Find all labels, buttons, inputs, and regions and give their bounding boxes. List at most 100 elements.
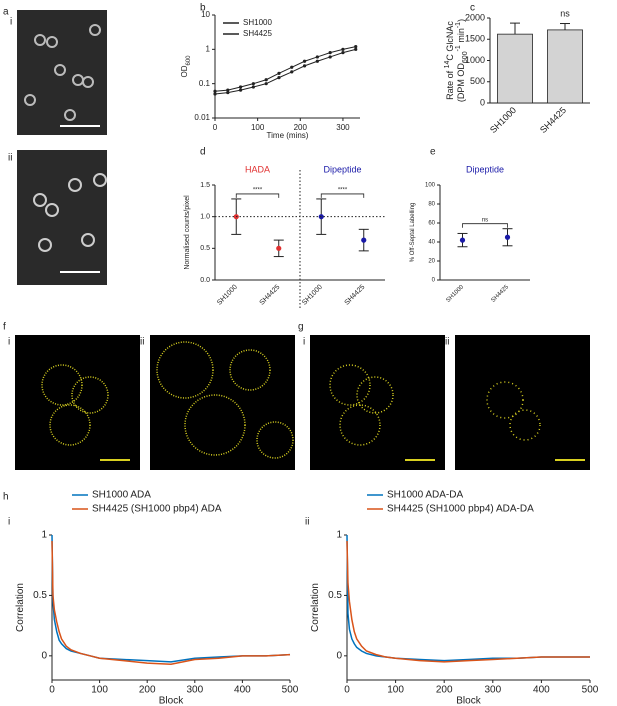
y-tick-label: 0.1 — [199, 79, 211, 88]
x-tick-label: 300 — [186, 685, 203, 696]
y-axis-label-part: 600 — [462, 51, 469, 63]
panel-label: i — [8, 337, 10, 348]
point — [361, 237, 367, 243]
x-tick-label: 200 — [294, 123, 308, 132]
y-axis-label-part: Rate of — [445, 68, 455, 100]
y-tick-label: 2000 — [465, 12, 485, 22]
x-tick-label: 100 — [91, 685, 108, 696]
micrograph-g-i — [310, 335, 445, 470]
series-line — [214, 48, 356, 95]
significance-bracket — [462, 223, 508, 228]
y-tick-label: 0 — [336, 650, 342, 661]
x-tick-label: 100 — [387, 685, 404, 696]
series-line — [346, 541, 590, 663]
point — [504, 234, 511, 240]
marker — [302, 59, 307, 63]
y-axis-label-part: 14 — [444, 60, 451, 68]
y-tick-label: 0 — [480, 97, 485, 107]
panel-label: d — [200, 147, 206, 158]
y-axis-label-part: OD — [180, 65, 189, 77]
x-tick-label: 300 — [336, 123, 350, 132]
y-tick-label: 60 — [428, 221, 435, 227]
y-tick-label: 0.5 — [200, 245, 210, 252]
group-label: HADA — [245, 164, 270, 174]
x-tick-label: 0 — [49, 685, 55, 696]
significance-label: **** — [338, 188, 348, 194]
marker — [226, 88, 230, 92]
y-tick-label: 1 — [206, 44, 211, 53]
x-axis-label: Time (mins) — [267, 131, 309, 140]
marker — [354, 47, 358, 51]
y-axis-label: Rate of 14C GlcNAc — [444, 21, 455, 100]
micrograph-f-ii — [150, 335, 295, 470]
x-axis-label: Block — [456, 696, 481, 706]
significance-bracket — [235, 193, 280, 198]
group-label: Dipeptide — [323, 164, 361, 174]
legend-label: SH4425 — [243, 29, 272, 38]
micrograph-g-ii — [455, 335, 590, 470]
x-tick-label: 200 — [436, 685, 453, 696]
y-tick-label: 40 — [428, 240, 435, 246]
error-bar — [560, 23, 570, 30]
error-bar — [510, 22, 520, 35]
point — [459, 237, 466, 243]
marker — [238, 85, 243, 89]
y-tick-label: 100 — [425, 183, 436, 189]
marker — [277, 76, 281, 80]
x-tick-label: SH1000 — [301, 284, 324, 307]
marker — [315, 55, 319, 59]
y-tick-label: 0.01 — [194, 113, 210, 122]
marker — [302, 64, 307, 68]
marker — [328, 51, 332, 55]
x-tick-label: SH1000 — [488, 105, 518, 135]
y-tick-label: 1000 — [465, 55, 485, 65]
y-axis-label-part: 600 — [186, 55, 192, 66]
series-line — [346, 534, 590, 662]
marker — [290, 70, 294, 74]
marker — [213, 89, 217, 93]
marker — [315, 59, 319, 63]
x-tick-label: 500 — [282, 685, 299, 696]
y-axis-label-part: ) — [456, 19, 466, 22]
legend-label: SH1000 ADA-DA — [387, 490, 463, 501]
x-tick-label: SH1000 — [445, 284, 465, 304]
y-axis-label-part: -1 — [455, 22, 462, 28]
group-label: Dipeptide — [466, 164, 504, 174]
significance-label: ns — [560, 8, 570, 18]
panel-label: f — [3, 322, 6, 333]
y-axis-label: % Off-Septal Labelling — [410, 203, 416, 263]
x-tick-label: SH4425 — [344, 284, 367, 307]
x-tick-label: SH4425 — [538, 105, 568, 135]
significance-label: ns — [482, 217, 488, 223]
marker — [226, 90, 230, 95]
y-axis-label-part: min — [456, 28, 466, 45]
y-axis-label: Correlation — [310, 583, 321, 632]
y-tick-label: 20 — [428, 259, 435, 265]
y-tick-label: 0.5 — [33, 590, 47, 601]
x-tick-label: 500 — [582, 685, 599, 696]
y-axis-label: OD600 — [180, 55, 191, 78]
panel-label: h — [3, 492, 9, 503]
x-tick-label: 300 — [484, 685, 501, 696]
bar — [547, 29, 583, 104]
panel-label: a — [3, 7, 9, 18]
y-axis-label: Correlation — [15, 583, 26, 632]
y-tick-label: 0.5 — [328, 590, 342, 601]
y-tick-label: 1.5 — [200, 182, 210, 189]
panel-label: i — [8, 517, 10, 528]
x-tick-label: 400 — [234, 685, 251, 696]
panel-label: ii — [140, 337, 144, 348]
y-axis-label-part: Correlation — [15, 583, 26, 632]
x-tick-label: 100 — [251, 123, 265, 132]
marker — [290, 65, 294, 69]
x-tick-label: SH4425 — [490, 284, 510, 304]
panel-label: ii — [445, 337, 449, 348]
marker — [264, 82, 268, 86]
marker — [213, 92, 217, 96]
y-tick-label: 1.0 — [200, 214, 210, 221]
y-axis-label-part: (DPM OD — [456, 63, 466, 102]
x-tick-label: SH4425 — [259, 284, 282, 307]
marker — [277, 71, 281, 75]
y-axis-label-part: Normalised counts/pixel — [184, 195, 191, 270]
panel-label: g — [298, 322, 304, 333]
